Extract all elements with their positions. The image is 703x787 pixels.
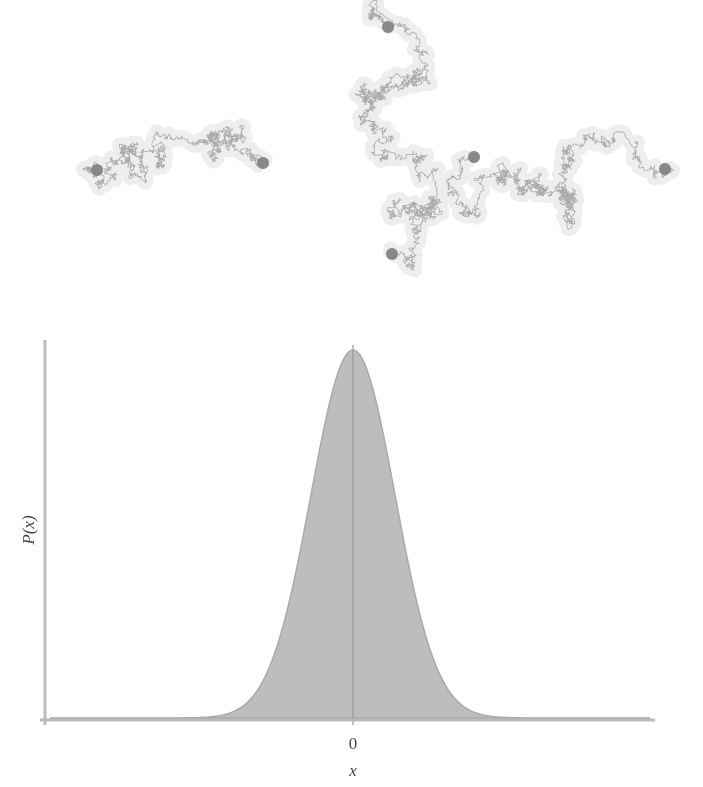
random-walks xyxy=(83,0,673,270)
figure: 0 x P(x) xyxy=(0,0,703,787)
walk-halo xyxy=(355,0,442,270)
x-axis-label: x xyxy=(348,761,357,780)
walk-start xyxy=(91,164,103,176)
walk-start xyxy=(468,151,480,163)
walk-end xyxy=(386,248,398,260)
walk-end xyxy=(659,163,671,175)
walk-start xyxy=(382,21,394,33)
walk-end xyxy=(257,157,269,169)
distribution-plot: 0 x P(x) xyxy=(19,340,655,780)
x-tick-label: 0 xyxy=(349,734,358,753)
gaussian-area xyxy=(50,350,650,718)
y-axis-label: P(x) xyxy=(19,515,38,546)
walk-halo xyxy=(446,131,673,229)
